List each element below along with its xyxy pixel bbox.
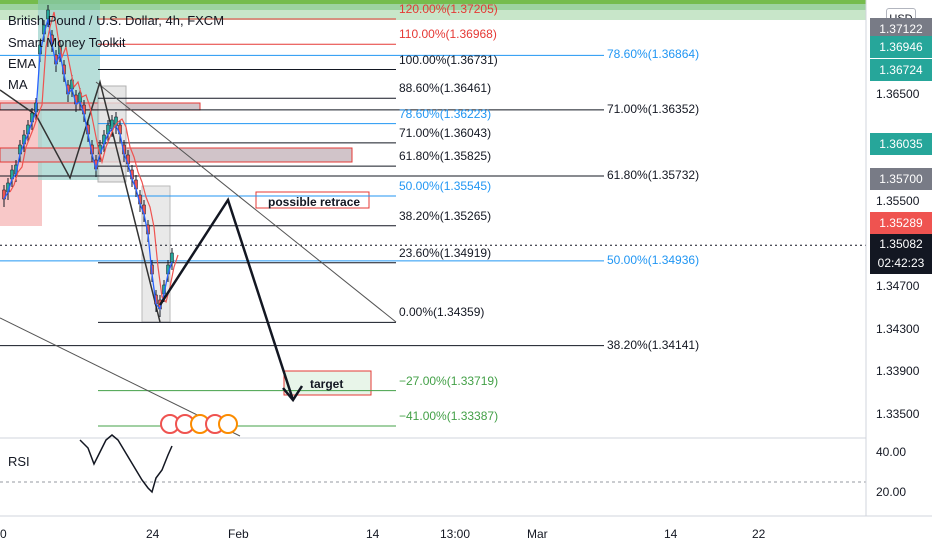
- current-price: 1.35082: [879, 237, 923, 251]
- top-edge-zone: [0, 0, 866, 4]
- fib-left-label: 120.00%(1.37205): [399, 2, 498, 16]
- rsi-line: [79, 434, 173, 494]
- order-block-1: [0, 147, 353, 163]
- price-tag: 1.35700: [870, 168, 932, 191]
- ema-line: [3, 18, 173, 311]
- fib-right-label: 78.60%(1.36864): [607, 47, 700, 62]
- left-supply-zone: [0, 100, 42, 226]
- fib-left-label: −27.00%(1.33719): [399, 373, 499, 388]
- price-axis-tick[interactable]: 1.36500: [876, 87, 920, 102]
- price-axis-tick[interactable]: 1.34300: [876, 321, 920, 336]
- time-axis-tick[interactable]: 13:00: [440, 527, 471, 541]
- price-tag: 1.35289: [870, 212, 932, 235]
- fib-left-label: 50.00%(1.35545): [399, 178, 492, 193]
- target-annotation[interactable]: target: [310, 377, 344, 391]
- fib-left-label: 61.80%(1.35825): [399, 149, 492, 164]
- fib-right-label: 61.80%(1.35732): [607, 168, 700, 183]
- price-tag: 1.37122: [870, 18, 932, 40]
- candle-body: [170, 252, 174, 263]
- economic-event-icon[interactable]: [218, 414, 238, 434]
- fib-left-label: 78.60%(1.36223): [399, 106, 492, 121]
- fib-left-label: 0.00%(1.34359): [399, 305, 485, 320]
- bar-countdown: 02:42:23: [877, 256, 925, 270]
- fib-right-label: 71.00%(1.36352): [607, 101, 700, 116]
- indicator-ema[interactable]: EMA: [8, 56, 37, 71]
- fib-left-label: 38.20%(1.35265): [399, 208, 492, 223]
- rsi-axis-tick[interactable]: 20.00: [876, 485, 907, 499]
- fib-left-label: 88.60%(1.36461): [399, 81, 492, 96]
- time-axis-tick[interactable]: 14: [366, 527, 380, 541]
- rsi-axis-tick[interactable]: 40.00: [876, 445, 907, 459]
- time-axis-tick[interactable]: Mar: [527, 527, 548, 541]
- price-axis-tick[interactable]: 1.33900: [876, 364, 920, 379]
- price-tag: 1.36035: [870, 132, 932, 155]
- current-price-tag: 1.35082 02:42:23: [870, 234, 932, 274]
- price-tag: 1.36946: [870, 35, 932, 58]
- fib-right-label: 38.20%(1.34141): [607, 337, 700, 352]
- rsi-legend[interactable]: RSI: [8, 454, 30, 469]
- zigzag-swing[interactable]: [0, 79, 161, 323]
- indicator-ma[interactable]: MA: [8, 77, 28, 92]
- retrace-annotation[interactable]: possible retrace: [268, 195, 361, 209]
- trendline-upper[interactable]: [95, 81, 397, 323]
- price-axis-tick[interactable]: 1.33500: [876, 406, 920, 421]
- fib-left-label: 23.60%(1.34919): [399, 245, 492, 260]
- candle-body: [2, 189, 6, 200]
- top-band: [0, 0, 866, 10]
- price-axis-tick[interactable]: 1.34700: [876, 279, 920, 294]
- indicator-smart-money[interactable]: Smart Money Toolkit: [8, 35, 126, 50]
- time-axis-tick[interactable]: Feb: [228, 527, 249, 541]
- fib-left-label: 71.00%(1.36043): [399, 125, 492, 140]
- fib-left-label: 100.00%(1.36731): [399, 52, 498, 67]
- price-axis-tick[interactable]: 1.35500: [876, 193, 920, 208]
- time-axis-tick[interactable]: 24: [146, 527, 160, 541]
- projection-arrowhead: [282, 385, 304, 403]
- time-axis-tick[interactable]: 14: [664, 527, 678, 541]
- top-green-zone: [0, 0, 866, 20]
- fib-left-label: −41.00%(1.33387): [399, 409, 499, 423]
- price-tag: 1.36724: [870, 59, 932, 82]
- time-axis-tick[interactable]: 22: [752, 527, 766, 541]
- projection-path[interactable]: [158, 197, 295, 401]
- fib-right-label: 50.00%(1.34936): [607, 252, 700, 267]
- ma-line: [9, 11, 179, 304]
- fib-left-label: 110.00%(1.36968): [399, 27, 497, 42]
- symbol-title[interactable]: British Pound / U.S. Dollar, 4h, FXCM: [8, 13, 225, 28]
- time-axis-tick[interactable]: 0: [0, 527, 7, 541]
